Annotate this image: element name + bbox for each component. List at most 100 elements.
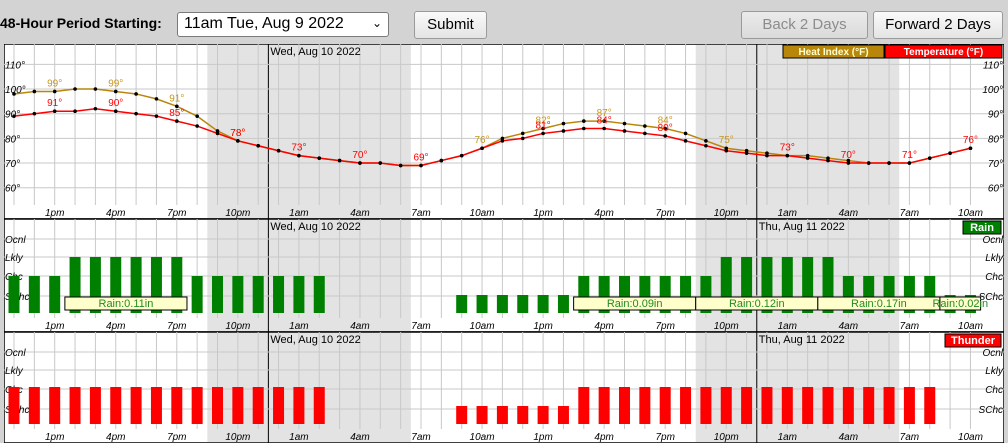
- temperature-label: 80°: [658, 123, 673, 134]
- rain-bar: [842, 276, 854, 313]
- thunder-bar: [761, 387, 773, 424]
- thunder-bar: [802, 387, 814, 424]
- temperature-label: 81°: [536, 120, 551, 131]
- thunder-bar: [212, 387, 223, 424]
- rain-bar: [8, 276, 20, 313]
- thunder-bar: [252, 387, 264, 424]
- thunder-bar: [924, 387, 936, 424]
- heat-index-point: [602, 119, 606, 123]
- legend-temperature-box: [884, 44, 1003, 59]
- rain-amount-label: Rain:0.02in: [932, 298, 988, 310]
- y-tick-label-left: 100°: [5, 85, 26, 96]
- rain-amount-box: [64, 296, 188, 311]
- rain-bar: [232, 276, 244, 313]
- temperature-label: 90°: [108, 98, 123, 109]
- x-tick-label: 10am: [958, 321, 983, 332]
- heat-index-point: [73, 87, 77, 91]
- temperature-point: [622, 129, 627, 133]
- y-level-label-left: Ocnl: [5, 348, 26, 359]
- x-tick-label: 1pm: [533, 432, 552, 443]
- rain-bar: [537, 295, 549, 313]
- rain-legend: Rain: [970, 222, 994, 234]
- thunder-bar: [476, 406, 488, 424]
- rain-bar: [863, 276, 875, 313]
- temperature-point: [907, 161, 912, 165]
- x-tick-label: 4pm: [106, 208, 125, 219]
- panel-temp: 1pm 4pm 7pm 10pm 1am 4am 7am 10am 1pm 4pm 7pm 10pm 1…: [4, 44, 1004, 220]
- temperature-point: [297, 153, 301, 158]
- submit-button[interactable]: Submit: [414, 11, 487, 39]
- x-tick-label: 4pm: [106, 321, 125, 332]
- heat-index-point: [663, 126, 667, 131]
- thunder-bar: [659, 387, 671, 424]
- chevron-down-icon: ⌄: [371, 16, 382, 30]
- x-tick-label: 4am: [350, 208, 369, 219]
- heat-index-point: [643, 124, 647, 128]
- heat-index-point: [195, 114, 199, 118]
- rain-bar: [150, 257, 162, 313]
- x-tick-label: 7am: [900, 321, 919, 332]
- heat-index-label: 76°: [474, 135, 489, 146]
- x-tick-label: 10pm: [225, 208, 250, 219]
- y-level-label-right: SChc: [979, 292, 1003, 303]
- y-level-label-right: Ocnl: [982, 235, 1003, 246]
- x-tick-label: 4am: [839, 321, 858, 332]
- heat-index-label: 99°: [47, 78, 62, 89]
- period-select[interactable]: 11am Tue, Aug 9 2022 ⌄: [177, 12, 389, 37]
- x-tick-label: 1am: [289, 208, 308, 219]
- temperature-label: 85°: [169, 108, 184, 119]
- heat-index-point: [846, 158, 851, 163]
- temperature-point: [175, 119, 179, 123]
- y-level-label-left: Lkly: [5, 366, 24, 377]
- rain-bar: [313, 276, 325, 313]
- thunder-bar: [49, 387, 61, 424]
- heat-index-line: [13, 88, 971, 167]
- back-2-days-button[interactable]: Back 2 Days: [741, 11, 868, 39]
- thunder-bar: [191, 387, 203, 424]
- thunder-bar: [537, 406, 549, 424]
- heat-index-point: [622, 121, 627, 126]
- rain-bar: [28, 276, 40, 313]
- rain-amount-label: Rain:0.17in: [851, 298, 907, 310]
- temperature-point: [948, 151, 952, 155]
- rain-bar: [191, 276, 203, 313]
- y-level-label-left: Lkly: [5, 253, 24, 264]
- thunder-bar: [741, 387, 753, 424]
- heat-index-label: 78°: [230, 128, 245, 139]
- date-label: Thu, Aug 11 2022: [759, 334, 845, 346]
- temperature-point: [683, 139, 688, 143]
- thunder-bar: [110, 387, 122, 424]
- x-tick-label: 1am: [778, 208, 797, 219]
- temperature-point: [541, 131, 545, 136]
- rain-bar: [761, 257, 773, 313]
- x-tick-label: 1pm: [45, 208, 64, 219]
- x-tick-label: 1am: [289, 321, 308, 332]
- rain-bar: [741, 257, 753, 313]
- temperature-label: 78°: [230, 128, 245, 139]
- rain-bar: [476, 295, 488, 313]
- heat-index-point: [500, 136, 505, 141]
- x-tick-label: 7pm: [167, 321, 186, 332]
- rain-bar: [110, 257, 122, 313]
- y-tick-label-left: 60°: [5, 184, 20, 195]
- heat-index-point: [520, 131, 525, 136]
- temperature-label: 70°: [841, 150, 856, 161]
- forward-2-days-button[interactable]: Forward 2 Days: [873, 11, 1003, 39]
- temperature-point: [398, 163, 403, 168]
- temperature-label: 91°: [47, 98, 62, 109]
- rain-bar: [49, 276, 61, 313]
- rain-bar: [700, 276, 712, 313]
- date-label: Thu, Aug 11 2022: [759, 221, 845, 233]
- night-shading: [695, 45, 900, 218]
- temperature-point: [927, 156, 932, 160]
- heat-index-point: [805, 153, 810, 158]
- date-label: Wed, Aug 10 2022: [270, 46, 360, 58]
- x-tick-label: 10am: [958, 432, 983, 443]
- temperature-point: [358, 161, 362, 165]
- thunder-bar: [863, 387, 875, 424]
- x-tick-label: 1pm: [45, 321, 64, 332]
- x-tick-label: 10am: [470, 432, 495, 443]
- thunder-bar: [313, 387, 325, 424]
- temperature-point: [480, 146, 484, 151]
- rain-bar: [212, 276, 223, 313]
